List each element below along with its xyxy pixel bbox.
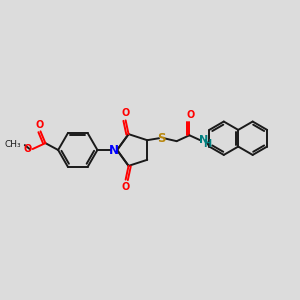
Text: O: O	[23, 144, 32, 154]
Text: O: O	[186, 110, 194, 120]
Text: N: N	[109, 143, 119, 157]
Text: H: H	[203, 139, 211, 149]
Text: CH₃: CH₃	[4, 140, 21, 148]
Text: O: O	[122, 182, 130, 192]
Text: S: S	[157, 132, 165, 145]
Text: O: O	[122, 108, 130, 118]
Text: O: O	[35, 120, 44, 130]
Text: N: N	[199, 135, 208, 145]
